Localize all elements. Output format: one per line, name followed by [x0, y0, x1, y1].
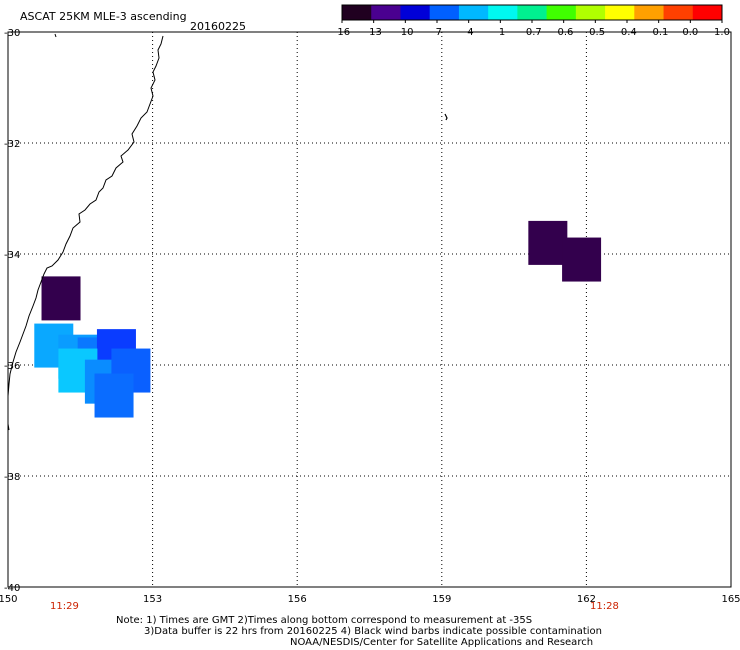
plot-frame — [7, 31, 732, 588]
colorbar-swatch — [371, 5, 401, 20]
lat-label: -40 — [4, 583, 20, 594]
lon-label: 165 — [721, 594, 740, 605]
lat-label: -30 — [4, 28, 20, 39]
data-cell — [41, 276, 81, 321]
colorbar-swatch — [517, 5, 548, 20]
longitude-labels: 150 153 156 159 162 165 — [0, 594, 740, 605]
latitude-labels: -30 -32 -34 -36 -38 -40 — [4, 28, 20, 594]
lon-label: 159 — [432, 594, 451, 605]
lon-label: 153 — [143, 594, 162, 605]
colorbar-swatch — [634, 5, 665, 20]
note-line-2: 3)Data buffer is 22 hrs from 20160225 4)… — [144, 626, 602, 637]
lat-label: -32 — [4, 139, 20, 150]
colorbar-swatch — [546, 5, 577, 20]
gridlines — [8, 32, 731, 587]
colorbar-swatch — [458, 5, 489, 20]
data-cell — [562, 237, 602, 282]
lon-label: 156 — [288, 594, 307, 605]
data-cell — [528, 220, 568, 265]
colorbar-swatch — [605, 5, 635, 20]
note-line-1: Note: 1) Times are GMT 2)Times along bot… — [116, 615, 533, 626]
note-line-3: NOAA/NESDIS/Center for Satellite Applica… — [290, 637, 594, 648]
lat-label: -34 — [4, 250, 20, 261]
lat-label: -36 — [4, 361, 20, 372]
colorbar-swatch — [342, 5, 372, 20]
colorbar-swatch — [400, 5, 431, 20]
lon-label: 162 — [577, 594, 596, 605]
plot-area — [7, 31, 732, 588]
coast-mark — [54, 33, 57, 38]
colorbar-swatch — [692, 5, 723, 20]
colorbar-swatch — [663, 5, 694, 20]
time-right: 11:28 — [590, 601, 619, 612]
colorbar: -16 -13 -10 -7 -4 -1 -0.7 -0.6 -0.5 -0.4 -0.1 0.0 1.… — [334, 4, 730, 38]
lon-label: 150 — [0, 594, 18, 605]
product-title: ASCAT 25KM MLE-3 ascending — [20, 10, 187, 23]
colorbar-swatch — [488, 5, 518, 20]
colorbar-swatch — [575, 5, 606, 20]
lat-label: -38 — [4, 472, 20, 483]
coastline — [7, 35, 164, 397]
colorbar-swatch — [429, 5, 460, 20]
product-date: 20160225 — [190, 20, 246, 33]
data-cells — [34, 220, 602, 418]
island-mark — [444, 113, 448, 121]
time-left: 11:29 — [50, 601, 79, 612]
data-cell — [94, 373, 134, 418]
